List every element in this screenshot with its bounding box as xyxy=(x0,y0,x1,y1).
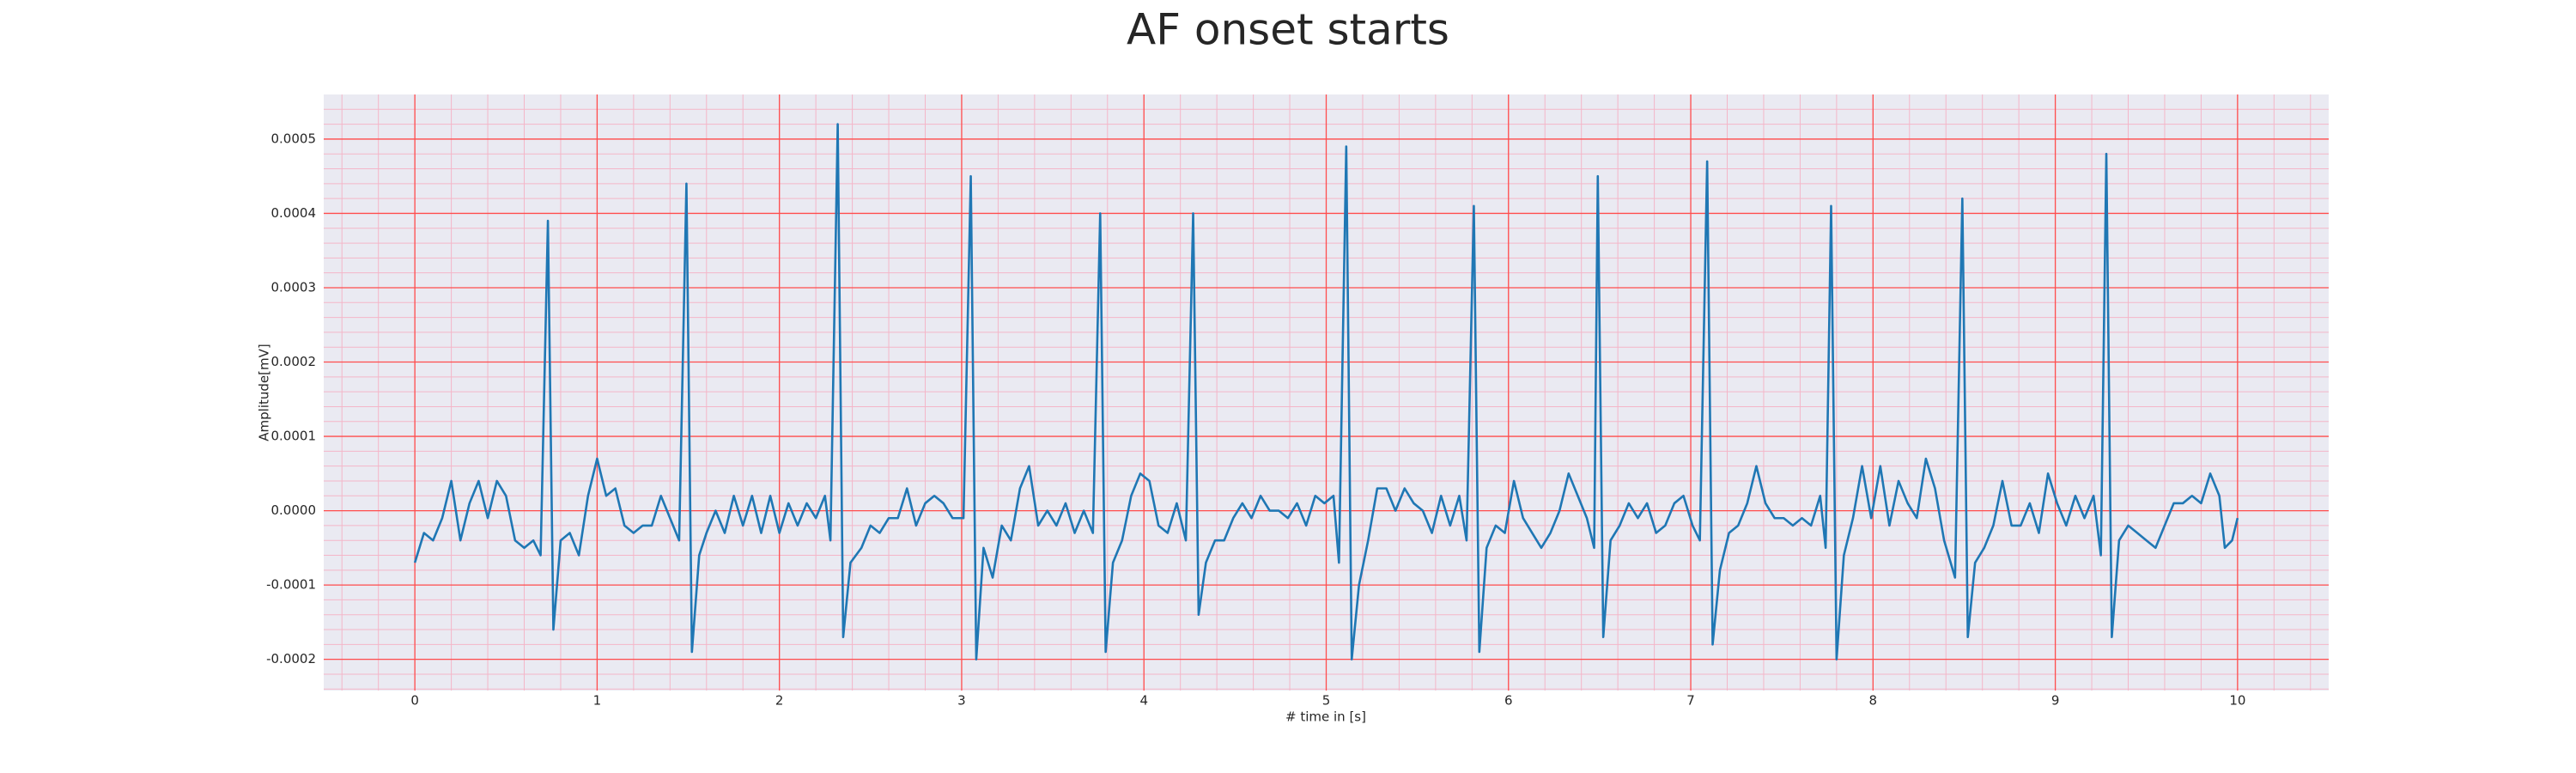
x-tick-label: 5 xyxy=(1322,693,1331,709)
x-tick-label: 3 xyxy=(957,693,966,709)
x-tick-label: 2 xyxy=(775,693,784,709)
x-tick-label: 10 xyxy=(2229,693,2245,709)
x-axis-label: # time in [s] xyxy=(1285,709,1366,725)
y-tick-label: 0.0000 xyxy=(271,502,317,518)
y-tick-label: 0.0004 xyxy=(271,205,317,221)
y-tick-label: -0.0001 xyxy=(266,577,316,593)
major-grid xyxy=(324,94,2329,691)
x-tick-label: 9 xyxy=(2051,693,2060,709)
y-axis-label: Amplitude[mV] xyxy=(257,344,272,441)
ecg-line xyxy=(413,123,2239,660)
y-tick-label: 0.0002 xyxy=(271,354,317,369)
chart-title: AF onset starts xyxy=(1127,5,1449,55)
y-tick-label: -0.0002 xyxy=(266,651,316,666)
x-tick-label: 6 xyxy=(1504,693,1513,709)
x-tick-label: 1 xyxy=(593,693,602,709)
y-tick-label: 0.0005 xyxy=(271,131,317,146)
plot-marks xyxy=(413,123,2239,660)
y-tick-label: 0.0001 xyxy=(271,429,317,444)
x-tick-label: 4 xyxy=(1139,693,1148,709)
x-tick-label: 8 xyxy=(1869,693,1878,709)
y-tick-label: 0.0003 xyxy=(271,279,317,295)
x-tick-label: 7 xyxy=(1686,693,1695,709)
x-tick-label: 0 xyxy=(410,693,419,709)
